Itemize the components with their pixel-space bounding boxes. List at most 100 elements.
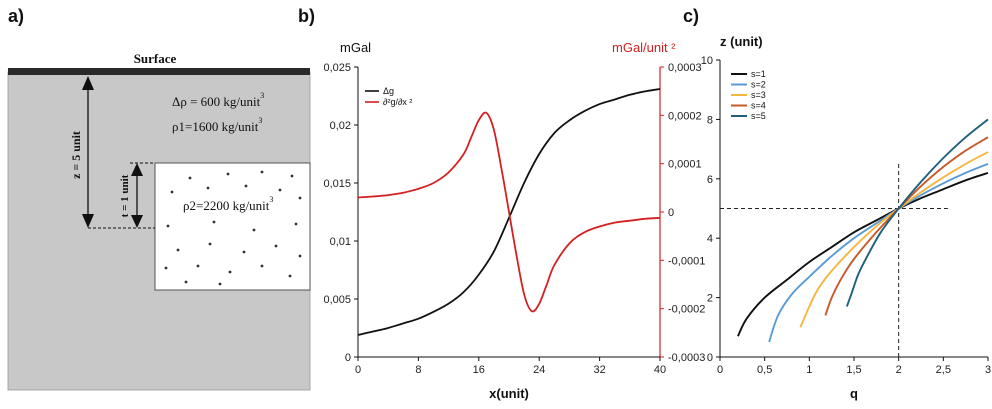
chart-b-xlabel: x(unit) — [489, 386, 529, 401]
chart-c-x-tick-label: 1 — [806, 364, 812, 376]
chart-b-y-left-tick-label: 0,01 — [330, 236, 351, 248]
rho2-label: ρ2=2200 kg/unit3 — [183, 195, 273, 213]
chart-b-y-right-tick-label: 0,0001 — [668, 159, 702, 171]
body-dot — [188, 176, 192, 180]
legend-c-label-0: s=1 — [751, 69, 766, 79]
chart-c-series-line-3 — [824, 136, 989, 316]
chart-c-x-tick-label: 3 — [985, 364, 991, 376]
chart-c-reference-lines — [720, 163, 948, 357]
legend-c-label-4: s=5 — [751, 111, 766, 121]
body-dot — [218, 282, 222, 286]
panel-label-a: a) — [8, 6, 24, 26]
legend-c-label-2: s=3 — [751, 90, 766, 100]
legend-c-label-3: s=4 — [751, 101, 766, 111]
body-dot — [294, 222, 298, 226]
chart-c-series-line-0 — [737, 171, 989, 337]
panel-label-c: c) — [683, 6, 699, 26]
chart-b-y-right-tick-label: -0,0002 — [668, 304, 705, 316]
chart-c-y-tick-label: 8 — [707, 114, 713, 126]
chart-c-lines — [737, 118, 989, 343]
t-arrow-head-top — [131, 163, 143, 176]
z-label: z = 5 unit — [69, 131, 83, 179]
chart-b-y-right-tick-label: -0,0001 — [668, 255, 705, 267]
chart-b-y-right-tick-label: 0,0002 — [668, 110, 702, 122]
panel-label-b: b) — [298, 6, 315, 26]
chart-b-y-left-tick-label: 0 — [345, 352, 351, 364]
chart-b-x-tick-label: 8 — [415, 364, 421, 376]
chart-c-y-tick-label: 2 — [707, 293, 713, 305]
chart-c-x-tick-label: 2 — [896, 364, 902, 376]
body-dot — [196, 264, 200, 268]
chart-b-series-line-1 — [357, 111, 661, 313]
chart-b-y-right-tick-label: 0,0003 — [668, 62, 702, 74]
chart-b-x-tick-label: 16 — [473, 364, 485, 376]
chart-b-series-line-0 — [357, 88, 661, 336]
chart-b-ylabel-left: mGal — [340, 40, 371, 55]
body-dot — [176, 248, 180, 252]
body-dot — [226, 172, 230, 176]
chart-b-y-left-tick-label: 0,005 — [323, 294, 351, 306]
chart-b-y-left-tick-label: 0,025 — [323, 62, 351, 74]
body-dot — [298, 196, 302, 200]
chart-b: mGal mGal/unit ² x(unit) 0 8 16 24 32 40 0 0,00… — [323, 40, 705, 401]
chart-b-ticks: 0 8 16 24 32 40 0 0,005 0,01 0,015 0,02 0,025 -0,000… — [323, 62, 705, 376]
chart-c-series-line-2 — [799, 151, 989, 328]
body-dot — [290, 174, 294, 178]
chart-b-x-tick-label: 0 — [355, 364, 361, 376]
anomalous-body — [154, 162, 311, 291]
body-dot — [260, 264, 264, 268]
panel-a-schematic: Surface z = 5 unit t = 1 unit Δρ = 600 k… — [7, 51, 311, 391]
t-label: t = 1 unit — [119, 174, 131, 217]
surface-bar — [8, 68, 310, 75]
surface-label: Surface — [134, 51, 177, 66]
legend-b-label-0: Δg — [383, 86, 394, 96]
chart-b-y-right-tick-label: -0,0003 — [668, 352, 705, 364]
body-dot — [278, 188, 282, 192]
legend-b-label-1: ∂²g/∂x ² — [383, 97, 412, 107]
body-dot — [298, 254, 302, 258]
body-dot — [164, 266, 168, 270]
delta-rho-label: Δρ = 600 kg/unit3 — [172, 91, 264, 109]
body-dot — [184, 280, 188, 284]
body-dot — [252, 228, 256, 232]
body-dot — [288, 274, 292, 278]
chart-c-xlabel: q — [850, 386, 858, 401]
chart-c-series-line-4 — [845, 118, 989, 307]
z-arrow-head-top — [82, 76, 94, 90]
chart-b-x-tick-label: 40 — [654, 364, 666, 376]
chart-c-y-tick-label: 10 — [701, 55, 713, 67]
body-dot — [228, 270, 232, 274]
body-dot — [166, 224, 170, 228]
body-dot — [244, 184, 248, 188]
chart-c-series-line-1 — [768, 163, 989, 343]
chart-c-y-tick-label: 0 — [707, 352, 713, 364]
body-dot — [274, 244, 278, 248]
chart-b-x-tick-label: 24 — [533, 364, 545, 376]
chart-c-y-tick-label: 6 — [707, 174, 713, 186]
chart-c-ticks: 0 0,5 1 1,5 2 2,5 3 0 2 4 6 8 10 — [701, 55, 991, 376]
body-dot — [170, 190, 174, 194]
body-dot — [212, 220, 216, 224]
chart-b-lines — [357, 88, 661, 336]
chart-b-y-right-tick-label: 0 — [668, 207, 674, 219]
chart-c-legend: s=1s=2s=3s=4s=5 — [731, 69, 766, 121]
t-arrow-head-bottom — [131, 215, 143, 228]
chart-b-ylabel-right: mGal/unit ² — [612, 40, 676, 55]
body-dot — [208, 242, 212, 246]
body-dot — [242, 250, 246, 254]
chart-b-y-left-tick-label: 0,015 — [323, 178, 351, 190]
z-arrow-head-bottom — [82, 214, 94, 228]
chart-c-y-tick-label: 4 — [707, 233, 713, 245]
body-dot — [206, 186, 210, 190]
body-dots — [164, 170, 302, 286]
chart-b-legend: Δg ∂²g/∂x ² — [365, 86, 412, 107]
chart-c-x-tick-label: 0 — [717, 364, 723, 376]
chart-c-x-tick-label: 0,5 — [757, 364, 772, 376]
chart-c-x-tick-label: 1,5 — [846, 364, 861, 376]
rho1-label: ρ1=1600 kg/unit3 — [172, 116, 262, 134]
chart-b-x-tick-label: 32 — [593, 364, 605, 376]
legend-c-label-1: s=2 — [751, 80, 766, 90]
chart-c-ylabel: z (unit) — [720, 34, 763, 49]
